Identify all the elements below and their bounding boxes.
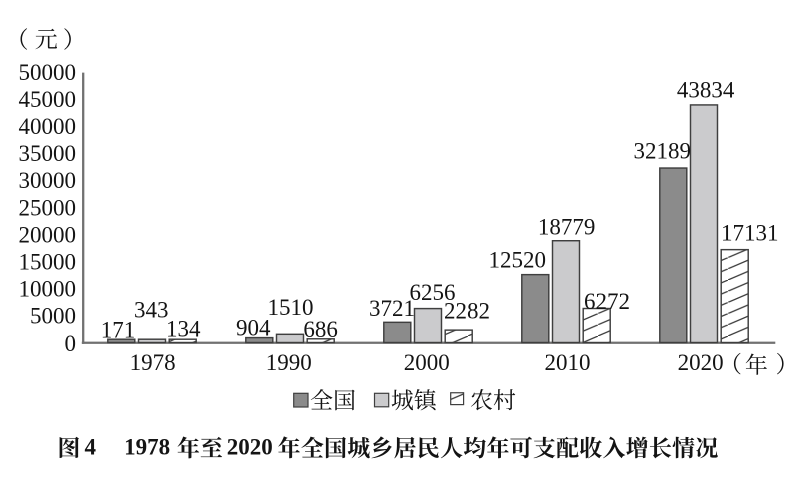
svg-text:18779: 18779 [538,215,596,240]
svg-text:2020: 2020 [678,350,724,375]
svg-text:904: 904 [236,316,271,341]
svg-text:1978: 1978 [124,435,170,460]
svg-text:6272: 6272 [584,289,630,314]
svg-text:1510: 1510 [268,295,314,320]
svg-text:134: 134 [166,316,201,341]
svg-text:15000: 15000 [19,249,77,274]
svg-text:10000: 10000 [19,277,77,302]
svg-text:3721: 3721 [369,296,415,321]
svg-text:12520: 12520 [488,248,546,273]
svg-text:4: 4 [85,435,97,460]
svg-text:6256: 6256 [410,280,456,305]
svg-text:17131: 17131 [721,220,779,245]
svg-text:32189: 32189 [634,139,692,164]
svg-text:2282: 2282 [444,299,490,324]
svg-text:45000: 45000 [19,87,77,112]
svg-text:343: 343 [134,298,169,323]
svg-text:1990: 1990 [266,350,312,375]
svg-text:1978: 1978 [130,350,176,375]
svg-text:0: 0 [65,331,77,356]
svg-text:40000: 40000 [19,114,77,139]
svg-text:2000: 2000 [404,350,450,375]
svg-text:30000: 30000 [19,168,77,193]
svg-text:50000: 50000 [19,60,77,85]
svg-text:686: 686 [303,317,338,342]
svg-text:20000: 20000 [19,222,77,247]
svg-text:2020: 2020 [227,435,273,460]
svg-text:2010: 2010 [545,350,591,375]
svg-text:43834: 43834 [677,78,735,103]
svg-text:25000: 25000 [19,195,77,220]
svg-text:171: 171 [101,318,136,343]
svg-text:35000: 35000 [19,141,77,166]
svg-text:5000: 5000 [30,304,76,329]
